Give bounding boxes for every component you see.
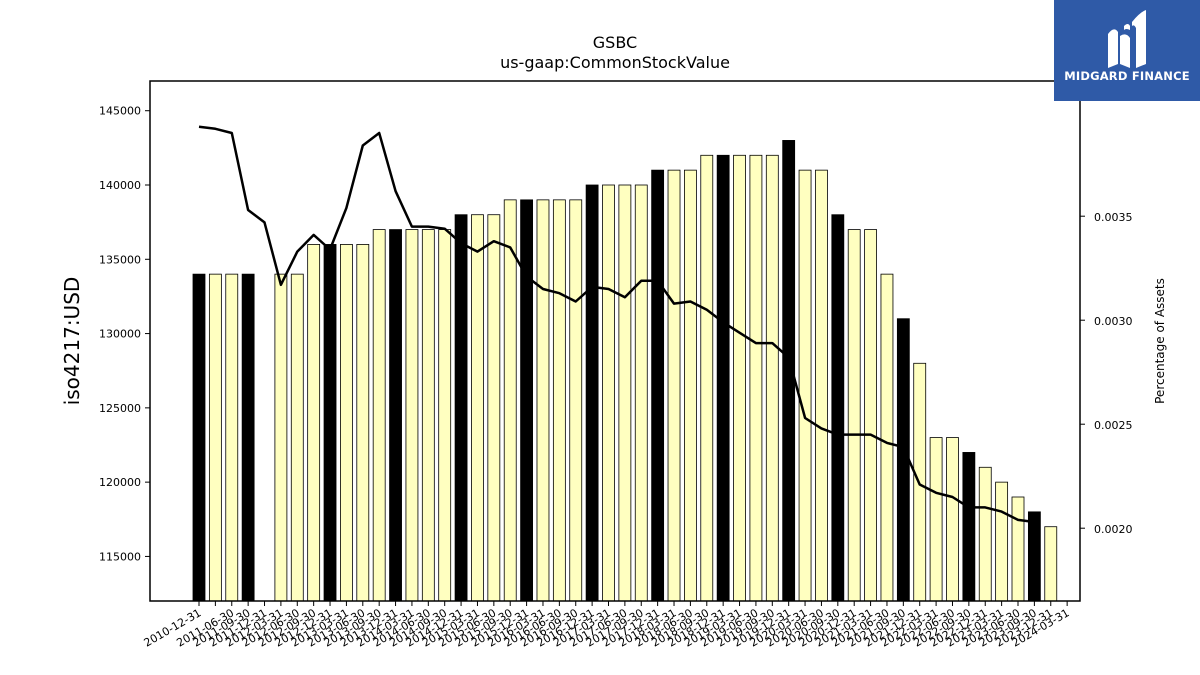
y2-axis-ticks: 0.0020 0.0025 0.0030 0.0035 [1080,211,1133,536]
bar [307,244,321,602]
bar [995,481,1009,602]
bar [749,154,763,602]
bar [487,214,501,602]
bar [192,273,206,602]
bar [831,214,845,602]
bar [503,199,517,602]
y2-tick-label: 0.0025 [1094,419,1133,432]
y-tick-label: 115000 [99,550,141,563]
bar [438,229,452,602]
bar [962,452,976,602]
midgard-logo-icon [1108,10,1146,68]
bar [815,169,828,602]
bar [946,437,959,602]
bar [340,244,353,602]
y-tick-label: 125000 [99,402,141,415]
bar [765,154,779,602]
chart-subtitle: us-gaap:CommonStockValue [500,53,730,72]
bar [421,229,435,602]
pct-of-assets-line [198,125,1035,524]
bar [1027,511,1041,602]
brand-logo-text: MIDGARD FINANCE [1064,69,1190,83]
plot-frame [149,80,1081,602]
y-tick-label: 135000 [99,253,141,266]
bar [208,273,222,602]
bar [471,214,484,602]
bar [405,229,419,602]
bar [716,154,730,602]
bar [520,199,533,602]
bar [667,169,681,602]
bar [552,199,566,602]
bar [372,229,386,602]
y2-tick-label: 0.0030 [1094,315,1133,328]
y2-tick-label: 0.0035 [1094,211,1133,224]
bar [290,273,304,602]
bar [634,184,648,602]
bar [1011,496,1025,602]
bar [864,229,877,602]
bar [1044,526,1058,602]
bar [274,273,288,602]
bar [323,244,337,602]
bar [454,214,468,602]
bar [700,154,714,602]
bar [241,273,255,602]
bar [569,199,583,602]
bar [880,273,894,602]
y-axis-ticks: 115000 120000 125000 130000 135000 140000 1450… [99,105,150,563]
y-tick-label: 130000 [99,328,141,341]
bar [929,437,943,602]
bar [847,229,861,602]
bar [585,184,599,602]
bar [684,169,697,602]
bar [389,229,402,602]
bar [733,154,746,602]
chart-title: GSBC [593,33,637,52]
y-tick-label: 145000 [99,105,141,118]
line-series [198,125,1035,524]
y2-tick-label: 0.0020 [1094,523,1133,536]
y-tick-label: 140000 [99,179,141,192]
bar [356,244,370,602]
bar [618,184,632,602]
bar-series [192,140,1058,602]
bar [798,169,812,602]
x-axis-ticks: 2010-12-312011-06-302011-09-302011-12-31… [142,601,1072,650]
bar [536,199,550,602]
brand-logo: MIDGARD FINANCE [1054,0,1200,101]
bar [225,273,239,602]
y-axis-label: iso4217:USD [60,277,84,406]
y-tick-label: 120000 [99,476,141,489]
bar [978,466,992,602]
bar [602,184,615,602]
y2-axis-label: Percentage of Assets [1153,278,1167,404]
bar [651,169,665,602]
